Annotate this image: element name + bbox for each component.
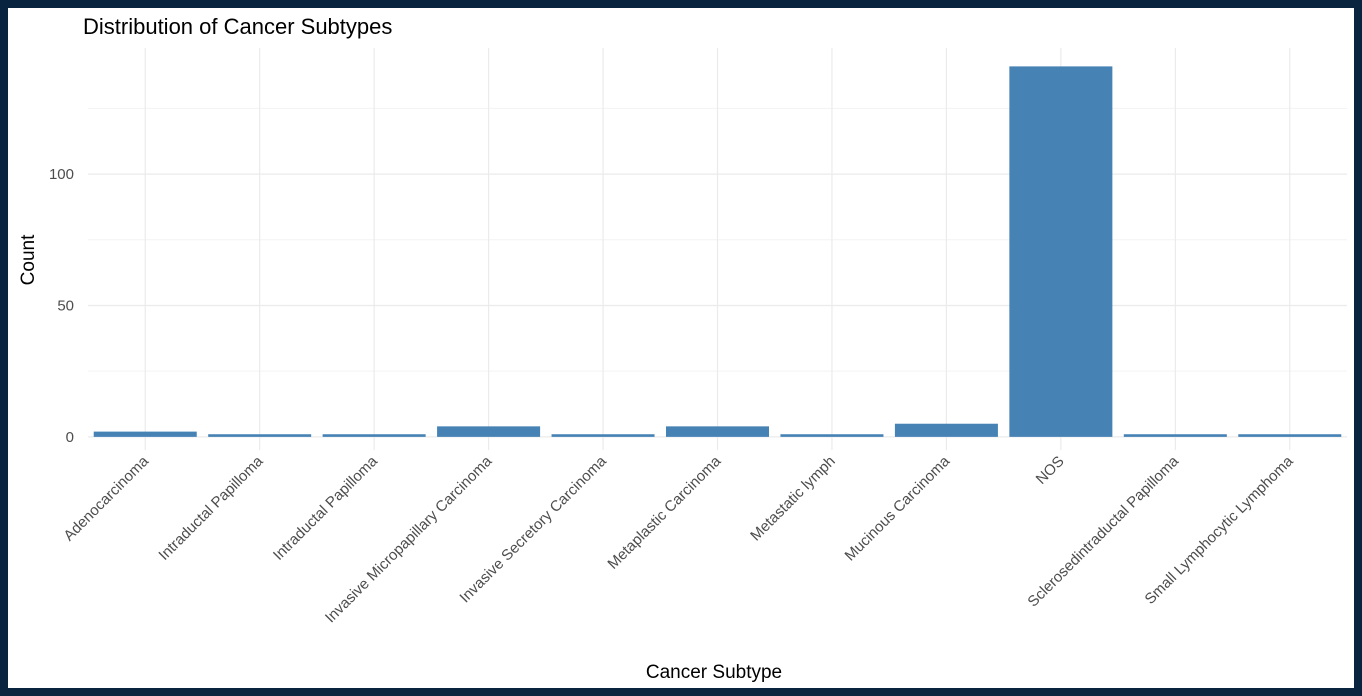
- chart-panel: Distribution of Cancer Subtypes 0 50 100 A…: [8, 8, 1354, 688]
- x-tick-label: Metaplastic Carcinoma: [604, 452, 724, 572]
- bar-chart: Distribution of Cancer Subtypes 0 50 100 A…: [18, 14, 1347, 683]
- grid-lines: [88, 48, 1347, 450]
- bar: [665, 426, 770, 437]
- bar: [551, 434, 655, 437]
- bar: [208, 434, 312, 437]
- chart-title: Distribution of Cancer Subtypes: [83, 14, 392, 39]
- x-tick-label: Intraductal Papilloma: [270, 452, 382, 564]
- x-tick-label: Mucinous Carcinoma: [842, 452, 954, 564]
- y-axis-title: Count: [18, 234, 39, 285]
- bar: [894, 423, 998, 437]
- x-tick-label: Adenocarcinoma: [60, 452, 152, 544]
- bars: [93, 66, 1342, 437]
- y-tick-label: 50: [57, 297, 74, 314]
- bar: [780, 434, 884, 437]
- x-axis-ticks: Adenocarcinoma Intraductal Papilloma Intra…: [60, 452, 1297, 626]
- bar: [1009, 66, 1113, 437]
- bar: [1238, 434, 1342, 437]
- y-axis-ticks: 0 50 100: [49, 166, 74, 446]
- x-tick-label: NOS: [1033, 453, 1068, 488]
- bar: [93, 431, 197, 437]
- y-tick-label: 0: [66, 429, 74, 446]
- y-tick-label: 100: [49, 166, 74, 183]
- bar: [322, 434, 426, 437]
- x-axis-title: Cancer Subtype: [646, 662, 782, 683]
- x-tick-label: Metastatic lymph: [747, 453, 839, 545]
- bar: [1123, 434, 1227, 437]
- bar: [437, 426, 541, 437]
- x-tick-label: Intraductal Papilloma: [155, 452, 267, 564]
